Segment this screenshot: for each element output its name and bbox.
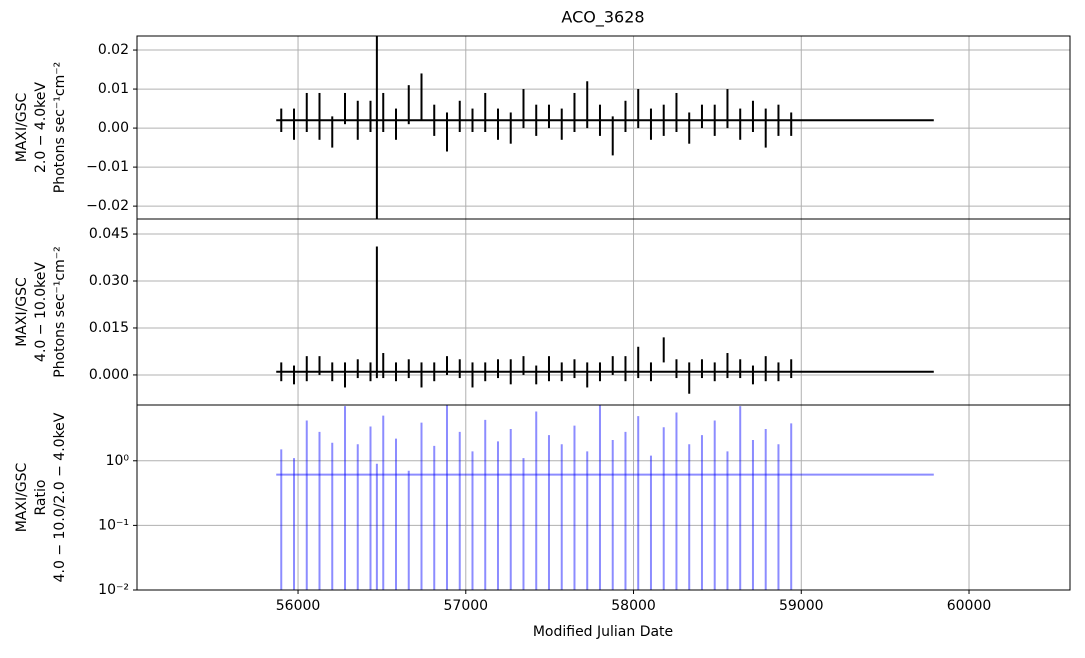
y-axis-label: 2.0 − 4.0keV: [33, 82, 49, 173]
plot-area: [276, 36, 934, 219]
y-axis-label: 4.0 − 10.0keV: [33, 262, 49, 362]
axes-frame: [136, 35, 1071, 220]
x-tick-label: 59000: [779, 598, 824, 614]
y-tick-label: 0.045: [89, 226, 129, 242]
y-tick-label: 10⁰: [106, 453, 130, 469]
y-axis-label: Photons sec⁻¹cm⁻²: [52, 246, 68, 378]
axes-frame: [136, 218, 1071, 406]
x-tick-label: 56000: [276, 598, 321, 614]
y-axis-label: MAXI/GSC: [14, 462, 30, 532]
y-tick-label: 10⁻¹: [98, 517, 129, 533]
y-axis-label: Ratio: [33, 480, 49, 516]
y-tick-label: 0.01: [98, 81, 129, 97]
y-tick-label: 10⁻²: [98, 582, 129, 598]
plot-area: [276, 405, 934, 590]
y-tick-label: 0.030: [89, 273, 129, 289]
x-axis-label: Modified Julian Date: [533, 624, 673, 640]
axes-frame: [136, 404, 1071, 591]
x-tick-label: 57000: [444, 598, 489, 614]
y-tick-label: 0.015: [89, 320, 129, 336]
y-axis-label: 4.0 − 10.0/2.0 − 4.0keV: [52, 412, 68, 582]
chart-title: ACO_3628: [561, 8, 644, 28]
y-tick-label: 0.00: [98, 120, 129, 136]
y-tick-label: −0.01: [86, 159, 129, 175]
y-axis-label: MAXI/GSC: [14, 92, 30, 162]
y-axis-label: Photons sec⁻¹cm⁻²: [52, 62, 68, 194]
y-axis-label: MAXI/GSC: [14, 277, 30, 347]
x-tick-label: 58000: [611, 598, 656, 614]
y-tick-label: −0.02: [86, 198, 129, 214]
y-tick-label: 0.02: [98, 42, 129, 58]
x-tick-label: 60000: [947, 598, 992, 614]
plot-area: [276, 246, 934, 394]
y-tick-label: 0.000: [89, 367, 129, 383]
